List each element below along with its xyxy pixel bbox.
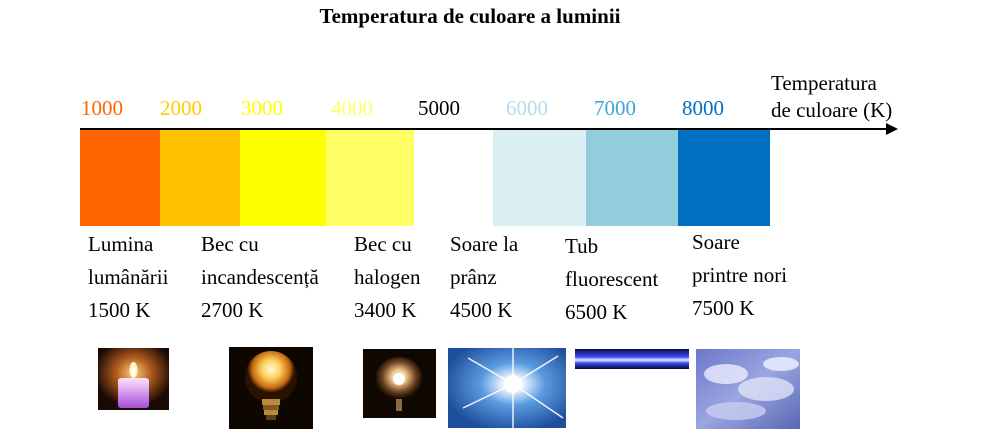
source-name-line1: Soare (692, 230, 740, 254)
source-temperature: 4500 K (450, 298, 513, 322)
tick-8000: 8000 (682, 96, 724, 120)
source-name-line1: Bec cu (201, 232, 259, 256)
noon-sun-icon (448, 348, 566, 428)
source-halogen: Bec cu halogen 3400 K (354, 228, 420, 327)
swatch-4000 (326, 130, 414, 226)
incandescent-bulb-icon (229, 347, 313, 429)
swatch-5000 (414, 130, 493, 226)
swatch-8000 (678, 130, 770, 226)
axis-label: Temperatura de culoare (K) (771, 70, 892, 124)
swatch-1000 (80, 130, 160, 226)
source-name-line2: prânz (450, 265, 497, 289)
source-name-line1: Tub (565, 234, 599, 258)
tick-4000: 4000 (331, 96, 373, 120)
swatch-2000 (160, 130, 240, 226)
tick-2000: 2000 (160, 96, 202, 120)
axis-arrow-icon (886, 123, 898, 135)
diagram-title: Temperatura de culoare a luminii (319, 4, 621, 28)
source-name-line1: Soare la (450, 232, 519, 256)
swatch-6000 (493, 130, 586, 226)
source-name-line2: fluorescent (565, 267, 659, 291)
source-name-line1: Bec cu (354, 232, 412, 256)
fluorescent-tube-icon (575, 349, 689, 369)
tick-5000: 5000 (418, 96, 460, 120)
swatch-3000 (240, 130, 326, 226)
source-incandescent: Bec cu incandescență 2700 K (201, 228, 319, 327)
source-temperature: 3400 K (354, 298, 417, 322)
source-noon-sun: Soare la prânz 4500 K (450, 228, 518, 327)
source-name-line2: lumânării (88, 265, 169, 289)
tick-6000: 6000 (506, 96, 548, 120)
tick-1000: 1000 (81, 96, 123, 120)
axis-label-line2: de culoare (K) (771, 98, 893, 122)
cloudy-sky-icon (696, 349, 800, 429)
tick-7000: 7000 (594, 96, 636, 120)
halogen-bulb-icon (363, 349, 436, 418)
source-temperature: 1500 K (88, 298, 151, 322)
candle-icon (98, 348, 169, 410)
source-name-line2: halogen (354, 265, 421, 289)
source-name-line2: incandescență (201, 265, 319, 289)
source-name-line1: Lumina (88, 232, 154, 256)
swatch-7000 (586, 130, 678, 226)
source-temperature: 2700 K (201, 298, 264, 322)
tick-3000: 3000 (241, 96, 283, 120)
axis-line (80, 128, 890, 130)
source-cloudy-sun: Soare printre nori 7500 K (692, 226, 787, 325)
source-fluorescent: Tub fluorescent 6500 K (565, 230, 658, 329)
axis-label-line1: Temperatura (771, 71, 877, 95)
source-candle: Lumina lumânării 1500 K (88, 228, 168, 327)
source-temperature: 7500 K (692, 296, 755, 320)
source-temperature: 6500 K (565, 300, 628, 324)
source-name-line2: printre nori (692, 263, 788, 287)
